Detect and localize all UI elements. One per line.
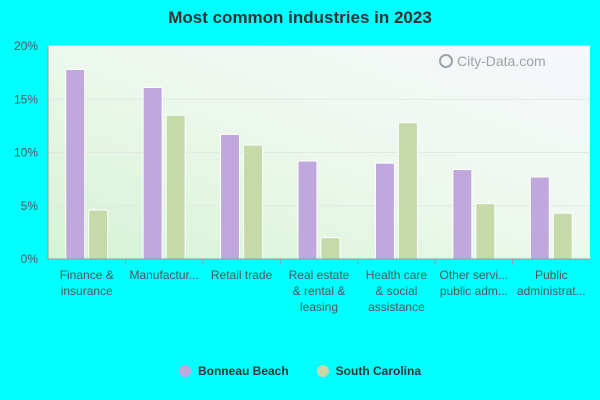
legend-item-south-carolina: South Carolina [316, 364, 422, 378]
bar-south-carolina[interactable] [88, 209, 109, 260]
y-tick-label: 15% [14, 92, 38, 106]
legend: Bonneau Beach South Carolina [0, 364, 600, 378]
y-tick-label: 5% [21, 199, 39, 213]
bar-bonneau-beach[interactable] [374, 162, 395, 260]
watermark: City-Data.com [439, 53, 546, 69]
x-tick-label: Manufactur... [129, 268, 198, 282]
bar-bonneau-beach[interactable] [452, 169, 473, 260]
legend-swatch-south-carolina [316, 365, 329, 377]
y-tick-label: 10% [14, 146, 38, 160]
legend-label-bonneau-beach: Bonneau Beach [197, 364, 289, 378]
legend-label-south-carolina: South Carolina [335, 364, 422, 378]
x-tick-label: Public administrat... [517, 268, 586, 298]
x-tick-label: Retail trade [211, 268, 273, 282]
bar-bonneau-beach[interactable] [65, 68, 86, 260]
x-tick-label: Finance & insurance [60, 268, 114, 298]
x-tick-label: Other servi... public adm... [440, 268, 509, 298]
bar-south-carolina[interactable] [243, 144, 264, 260]
bar-south-carolina[interactable] [165, 114, 186, 260]
bar-south-carolina[interactable] [552, 212, 573, 260]
legend-swatch-bonneau-beach [178, 365, 191, 377]
x-tick-label: Health care & social assistance [366, 268, 428, 314]
bar-south-carolina[interactable] [320, 237, 341, 260]
x-tick-label: Real estate & rental & leasing [289, 268, 350, 314]
watermark-icon [439, 54, 453, 68]
bar-south-carolina[interactable] [397, 122, 418, 260]
bar-bonneau-beach[interactable] [297, 160, 318, 260]
watermark-text: City-Data.com [457, 53, 546, 69]
legend-item-bonneau-beach: Bonneau Beach [178, 364, 289, 378]
bar-bonneau-beach[interactable] [220, 133, 241, 260]
bar-bonneau-beach[interactable] [529, 176, 550, 260]
bar-bonneau-beach[interactable] [142, 87, 163, 260]
y-tick-label: 20% [14, 39, 38, 53]
y-tick-label: 0% [21, 252, 39, 266]
bar-south-carolina[interactable] [475, 203, 496, 260]
chart-title: Most common industries in 2023 [168, 8, 432, 27]
